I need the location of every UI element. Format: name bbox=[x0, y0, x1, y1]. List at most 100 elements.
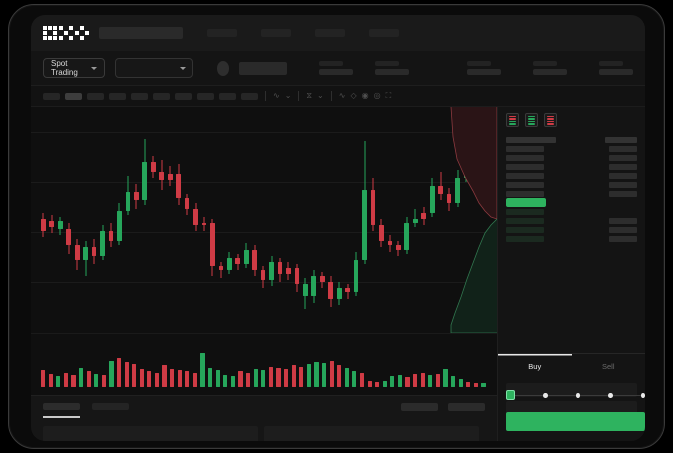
orderbook-row[interactable] bbox=[506, 225, 637, 234]
toolbar-divider bbox=[298, 91, 300, 101]
timeframe-chip-2[interactable] bbox=[65, 92, 82, 100]
candlestick-chart[interactable] bbox=[31, 107, 497, 333]
orderbook-bid-price bbox=[506, 208, 544, 215]
candle bbox=[243, 107, 249, 333]
pair-select-dropdown[interactable] bbox=[114, 58, 193, 78]
candle bbox=[49, 107, 55, 333]
orderbook-row[interactable] bbox=[506, 198, 637, 207]
slider-step-75[interactable] bbox=[608, 392, 613, 398]
orders-cancel-all-button[interactable] bbox=[448, 403, 485, 411]
chart-toolbar: ∿ ⌄ ⧖ ⌄ ∿ ◇ ◉ ◎ ⛶ bbox=[31, 86, 645, 107]
ruler-icon[interactable]: ◇ bbox=[350, 91, 357, 100]
stat-low bbox=[467, 61, 501, 75]
order-row-1[interactable] bbox=[43, 426, 258, 441]
alert-icon[interactable]: ⧖ bbox=[306, 91, 313, 100]
camera-icon[interactable]: ◉ bbox=[361, 91, 369, 100]
orders-rows bbox=[43, 426, 479, 441]
orderbook-row[interactable] bbox=[506, 162, 637, 171]
orderbook-mode-group bbox=[498, 107, 645, 131]
timeframe-chip-1[interactable] bbox=[43, 92, 60, 100]
volume-bar bbox=[154, 372, 160, 387]
nav-item-3[interactable] bbox=[315, 29, 345, 37]
toolbar-divider bbox=[265, 91, 266, 101]
slider-handle[interactable] bbox=[506, 390, 516, 400]
settings-icon[interactable]: ◎ bbox=[373, 91, 381, 100]
candle bbox=[412, 107, 418, 333]
timeframe-chip-5[interactable] bbox=[131, 92, 148, 100]
tab-buy[interactable]: Buy bbox=[498, 354, 572, 379]
gridline bbox=[31, 132, 497, 133]
orderbook-row[interactable] bbox=[506, 180, 637, 189]
orderbook-amount bbox=[609, 235, 637, 242]
candle bbox=[218, 107, 224, 333]
spot-trading-dropdown[interactable]: Spot Trading bbox=[43, 58, 105, 78]
timeframe-chip-9[interactable] bbox=[219, 92, 236, 100]
slider-step-50[interactable] bbox=[575, 392, 581, 398]
candle bbox=[404, 107, 410, 333]
orderbook-row[interactable] bbox=[506, 234, 637, 243]
volume-bar bbox=[147, 371, 152, 387]
orderbook-rows[interactable] bbox=[498, 131, 645, 243]
slider-step-100[interactable] bbox=[640, 392, 645, 398]
orderbook-row[interactable] bbox=[506, 189, 637, 198]
orderbook-ask-price bbox=[506, 181, 544, 188]
candle bbox=[286, 107, 291, 333]
candle bbox=[319, 107, 325, 333]
chevron-down-icon[interactable]: ⌄ bbox=[317, 91, 324, 100]
stat-high bbox=[375, 61, 409, 75]
volume-bar bbox=[306, 364, 311, 387]
candle bbox=[125, 107, 131, 333]
volume-bar bbox=[246, 372, 251, 387]
orderbook-row[interactable] bbox=[506, 207, 637, 216]
orderbook-row[interactable] bbox=[506, 153, 637, 162]
nav-item-2[interactable] bbox=[261, 29, 291, 37]
orderbook-bid-price bbox=[506, 235, 544, 242]
amount-slider[interactable] bbox=[506, 389, 645, 401]
volume-bar bbox=[375, 382, 380, 387]
volume-bar bbox=[170, 369, 175, 387]
volume-bar bbox=[101, 375, 106, 387]
candle bbox=[142, 107, 148, 333]
orderbook-row[interactable] bbox=[506, 144, 637, 153]
search-input[interactable] bbox=[99, 27, 183, 39]
okx-logo[interactable] bbox=[43, 26, 89, 40]
timeframe-chip-10[interactable] bbox=[241, 92, 258, 100]
volume-bar bbox=[451, 376, 456, 387]
stat-volume-quote bbox=[599, 61, 633, 75]
orderbook-row[interactable] bbox=[506, 135, 637, 144]
tab-sell[interactable]: Sell bbox=[572, 354, 646, 379]
orders-filter-button[interactable] bbox=[401, 403, 438, 411]
fullscreen-icon[interactable]: ⛶ bbox=[385, 91, 392, 100]
indicator-icon[interactable]: ∿ bbox=[273, 91, 280, 100]
nav-item-1[interactable] bbox=[207, 29, 237, 37]
tablet-device-frame: Spot Trading bbox=[8, 4, 665, 449]
gridline bbox=[31, 182, 497, 183]
timeframe-chip-8[interactable] bbox=[197, 92, 214, 100]
chevron-down-icon bbox=[90, 66, 97, 70]
orderbook-row[interactable] bbox=[506, 216, 637, 225]
orderbook-asks-icon[interactable] bbox=[544, 113, 557, 127]
orderbook-row[interactable] bbox=[506, 171, 637, 180]
market-subheader: Spot Trading bbox=[31, 51, 645, 86]
line-chart-icon[interactable]: ∿ bbox=[338, 91, 346, 100]
submit-order-button[interactable] bbox=[506, 412, 645, 431]
timeframe-chip-6[interactable] bbox=[153, 92, 170, 100]
timeframe-chip-7[interactable] bbox=[175, 92, 192, 100]
nav-item-4[interactable] bbox=[369, 29, 399, 37]
timeframe-chip-3[interactable] bbox=[87, 92, 104, 100]
tab-open-orders[interactable] bbox=[43, 403, 80, 410]
timeframe-chip-4[interactable] bbox=[109, 92, 126, 100]
volume-bar bbox=[261, 370, 266, 387]
order-price-field[interactable] bbox=[506, 383, 637, 397]
compare-icon[interactable]: ⌄ bbox=[284, 91, 292, 100]
slider-step-25[interactable] bbox=[543, 392, 548, 398]
candle bbox=[421, 107, 427, 333]
order-row-2[interactable] bbox=[264, 426, 479, 441]
volume-bar bbox=[94, 373, 99, 387]
orderbook-both-icon[interactable] bbox=[506, 113, 519, 127]
volume-bar bbox=[78, 367, 84, 387]
order-amount-field[interactable] bbox=[506, 401, 637, 415]
tab-order-history[interactable] bbox=[92, 403, 129, 410]
orderbook-bids-icon[interactable] bbox=[525, 113, 538, 127]
buy-sell-tabs: Buy Sell bbox=[498, 353, 645, 379]
